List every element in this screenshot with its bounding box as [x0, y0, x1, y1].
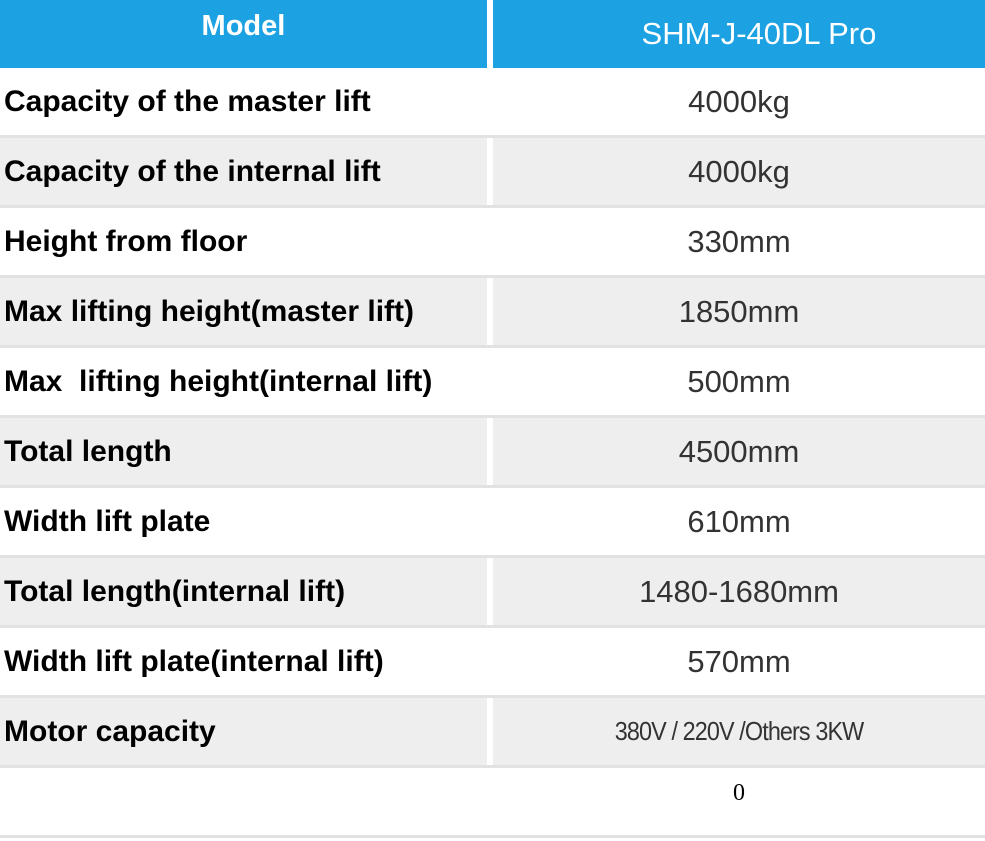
table-row: 0	[0, 768, 985, 835]
value-cell: 1850mm	[493, 278, 985, 345]
table-row: Height from floor 330mm	[0, 208, 985, 275]
table-row: Motor capacity 380V / 220V /Others 3KW	[0, 698, 985, 765]
label-cell: Total length(internal lift)	[0, 558, 488, 625]
row-separator	[0, 135, 985, 138]
value-cell: 1480-1680mm	[493, 558, 985, 625]
table-row: Total length(internal lift) 1480-1680mm	[0, 558, 985, 625]
table-row: Width lift plate 610mm	[0, 488, 985, 555]
value-text: 4000kg	[688, 153, 790, 189]
row-separator	[0, 205, 985, 208]
row-separator	[0, 695, 985, 698]
table-row: Width lift plate(internal lift) 570mm	[0, 628, 985, 695]
label-cell	[0, 768, 488, 835]
value-text: 4000kg	[688, 83, 790, 119]
row-separator	[0, 415, 985, 418]
label-cell: Width lift plate(internal lift)	[0, 628, 488, 695]
label-cell: Max lifting height(internal lift)	[0, 348, 488, 415]
value-text: 4500mm	[678, 433, 800, 469]
value-cell: 4500mm	[493, 418, 985, 485]
value-text: 1850mm	[678, 293, 800, 329]
table-row: Capacity of the internal lift 4000kg	[0, 138, 985, 205]
label-cell: Capacity of the internal lift	[0, 138, 488, 205]
value-text: 330mm	[687, 223, 791, 259]
value-cell: 4000kg	[493, 138, 985, 205]
label-cell: Capacity of the master lift	[0, 68, 488, 135]
table-row: Max lifting height(internal lift) 500mm	[0, 348, 985, 415]
row-separator	[0, 275, 985, 278]
table-row: Max lifting height(master lift) 1850mm	[0, 278, 985, 345]
label-cell: Max lifting height(master lift)	[0, 278, 488, 345]
value-text: 500mm	[687, 363, 791, 399]
label-cell: Height from floor	[0, 208, 488, 275]
value-cell: 500mm	[493, 348, 985, 415]
value-cell: 610mm	[493, 488, 985, 555]
value-text: 570mm	[687, 643, 791, 679]
row-separator	[0, 555, 985, 558]
value-text: 610mm	[687, 503, 791, 539]
value-cell: 380V / 220V /Others 3KW	[493, 698, 985, 765]
row-separator	[0, 835, 985, 838]
value-cell: 570mm	[493, 628, 985, 695]
row-separator	[0, 765, 985, 768]
value-text: 380V / 220V /Others 3KW	[614, 716, 864, 746]
value-cell: 330mm	[493, 208, 985, 275]
row-separator	[0, 625, 985, 628]
table-row: Capacity of the master lift 4000kg	[0, 68, 985, 135]
label-cell: Width lift plate	[0, 488, 488, 555]
row-separator	[0, 345, 985, 348]
label-cell: Total length	[0, 418, 488, 485]
header-row: Model SHM-J-40DL Pro	[0, 0, 985, 68]
table-row: Total length 4500mm	[0, 418, 985, 485]
row-separator	[0, 485, 985, 488]
label-cell: Motor capacity	[0, 698, 488, 765]
header-cell: SHM-J-40DL Pro	[492, 0, 985, 68]
value-text: 1480-1680mm	[639, 573, 839, 609]
value-cell: 4000kg	[493, 68, 985, 135]
value-cell: 0	[493, 768, 985, 835]
header-cell: Model	[0, 0, 487, 68]
value-text: 0	[733, 780, 746, 806]
